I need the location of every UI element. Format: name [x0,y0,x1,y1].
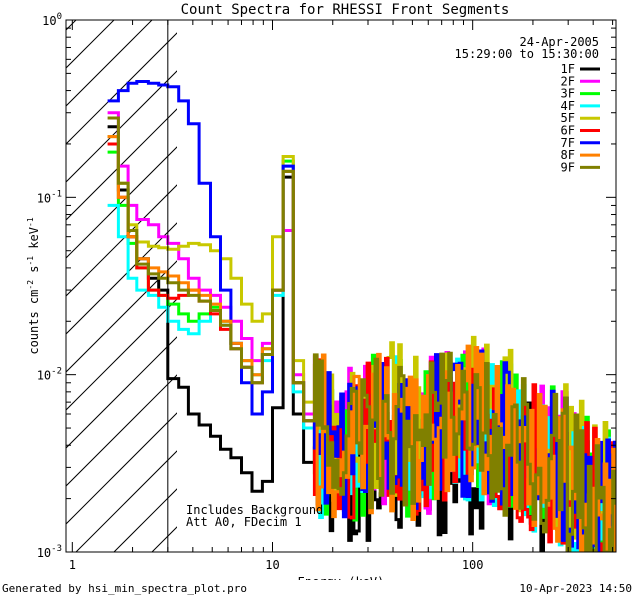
legend-label-6F: 6F [561,124,575,138]
hatch-line [66,20,77,31]
legend-label-3F: 3F [561,87,575,101]
y-tick-label: 10-2 [37,367,62,383]
legend-label-9F: 9F [561,160,575,174]
legend-label-2F: 2F [561,74,575,88]
x-tick-label: 100 [462,558,484,572]
x-axis-label: Energy (keV) [298,575,385,580]
annotation-2: Att A0, FDecim 1 [186,515,302,529]
series-8F [107,135,616,552]
hatch-line [66,184,177,297]
hatch-line [66,374,177,487]
date-label: 24-Apr-2005 [520,35,599,49]
plot-frame [65,19,617,553]
y-tick-label: 100 [42,12,62,28]
legend-label-1F: 1F [561,62,575,76]
series-lines [107,80,616,552]
y-axis-label: counts cm-2 s-1 keV-1 [26,217,41,354]
x-tick-label: 10 [265,558,279,572]
legend-label-4F: 4F [561,99,575,113]
generated-date-label: 10-Apr-2023 14:50 [519,582,632,595]
y-tick-label: 10-1 [37,189,62,205]
time-range-label: 15:29:00 to 15:30:00 [455,47,600,61]
legend-label-8F: 8F [561,148,575,162]
hatch-line [66,412,177,525]
y-tick-label: 10-3 [37,544,62,560]
legend-label-5F: 5F [561,111,575,125]
annotation-1: Includes Background [186,503,323,517]
series-9F [107,116,616,552]
hatch-line [75,450,177,552]
legend-label-7F: 7F [561,136,575,150]
hatch-line [66,20,153,107]
chart-title: Count Spectra for RHESSI Front Segments [181,2,510,18]
spectra-chart: Count Spectra for RHESSI Front Segments … [26,2,617,580]
generated-by-label: Generated by hsi_min_spectra_plot.pro [2,582,248,595]
hatch-line [66,32,177,145]
x-tick-label: 1 [69,558,76,572]
